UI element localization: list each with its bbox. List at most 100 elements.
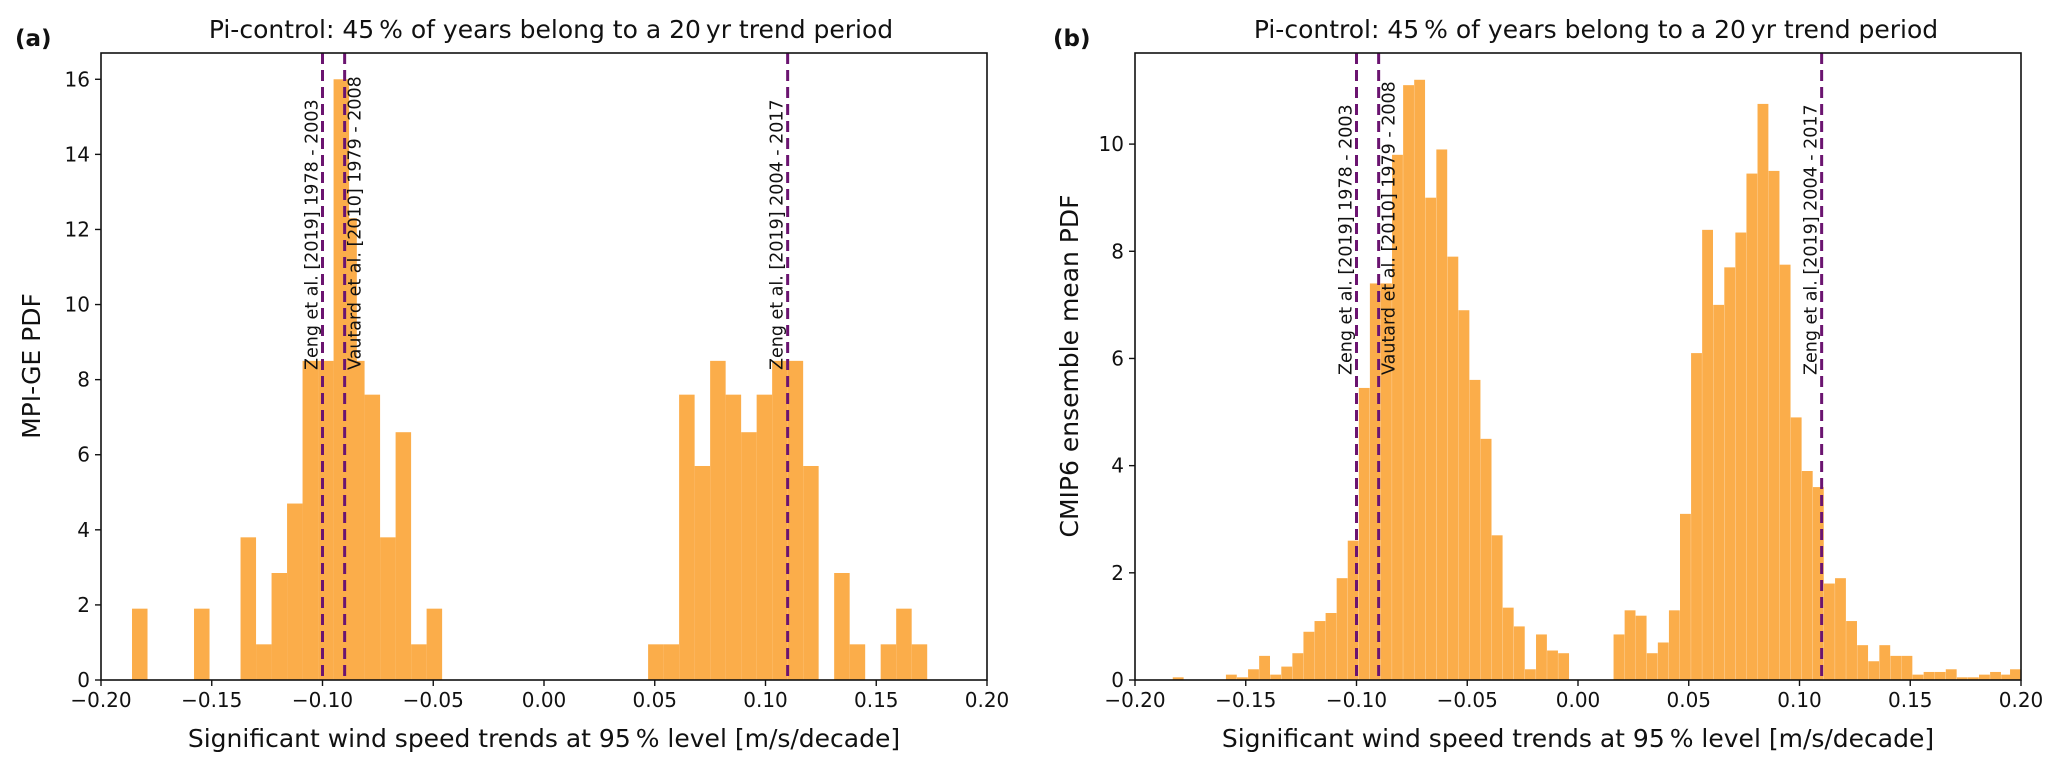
histogram-bar — [1823, 583, 1835, 680]
histogram-bar — [772, 360, 788, 680]
histogram-bar — [1691, 353, 1702, 680]
histogram-bar — [1547, 650, 1558, 680]
chart-title-a: Pi-control: 45 % of years belong to a 20… — [209, 15, 893, 44]
histogram-bar — [1336, 578, 1348, 680]
reference-line-label: Zeng et al. [2019] 1978 - 2003 — [303, 99, 323, 370]
y-tick-label: 6 — [1111, 346, 1124, 370]
histogram-bar — [1624, 610, 1636, 680]
y-tick-label: 16 — [65, 67, 90, 91]
histogram-bar — [132, 608, 148, 680]
histogram-bar — [1558, 653, 1570, 680]
histogram-bar — [756, 394, 773, 680]
histogram-bar — [1801, 471, 1813, 680]
reference-line-label: Vautard et al. [2010] 1979 - 2008 — [1380, 81, 1400, 375]
histogram-bar — [1990, 671, 2001, 680]
histogram-bar — [380, 537, 396, 680]
histogram-bar — [1879, 645, 1891, 680]
histogram-bar — [1414, 79, 1426, 681]
histogram-bar — [1613, 634, 1625, 680]
histogram-bar — [1890, 655, 1902, 680]
histogram-bar — [787, 360, 804, 680]
histogram-bar — [1857, 645, 1869, 680]
histogram-bar — [741, 432, 757, 680]
histogram-bar — [1447, 256, 1459, 680]
histogram-bar — [1945, 669, 1957, 680]
histogram-bar — [1281, 666, 1293, 680]
histogram-bar — [2001, 674, 2013, 680]
histogram-bar — [1868, 661, 1880, 680]
y-ticks-a: 0 2 4 6 8 10 12 14 16 — [65, 67, 101, 692]
reference-lines-a: Zeng et al. [2019] 1978 - 2003 Vautard et… — [303, 53, 790, 680]
y-tick-label: 8 — [1111, 239, 1124, 263]
histogram-bar — [1325, 613, 1337, 680]
histogram-bar — [364, 394, 381, 680]
x-axis-label-b: Significant wind speed trends at 95 % le… — [1222, 724, 1934, 753]
histogram-bar — [1469, 379, 1481, 680]
histogram-bar — [1513, 626, 1525, 680]
y-tick-label: 2 — [1111, 561, 1124, 585]
x-tick-label: 0.05 — [632, 688, 677, 712]
histogram-bar — [1358, 387, 1370, 680]
histogram-bar — [1790, 417, 1802, 680]
histogram-bar — [1458, 310, 1470, 680]
reference-line-label: Zeng et al. [2019] 2004 - 2017 — [768, 99, 788, 370]
histogram-bar — [648, 644, 664, 680]
histogram-bar — [710, 360, 726, 680]
histogram-bar — [1680, 513, 1691, 680]
histogram-bars-a — [132, 79, 928, 680]
y-tick-label: 4 — [77, 518, 90, 542]
histogram-bar — [1702, 229, 1713, 680]
y-tick-label: 12 — [65, 217, 90, 241]
x-tick-label: 0.10 — [743, 688, 788, 712]
histogram-bar — [849, 644, 866, 680]
x-tick-label: 0.05 — [1666, 688, 1711, 712]
histogram-bar — [1425, 197, 1437, 680]
x-tick-label: −0.20 — [70, 688, 131, 712]
histogram-bar — [1657, 642, 1669, 680]
histogram-bar — [663, 644, 680, 680]
histogram-bar — [1524, 669, 1536, 680]
histogram-bar — [1846, 621, 1857, 680]
reference-line-label: Vautard et al. [2010] 1979 - 2008 — [346, 76, 366, 370]
histogram-bar — [880, 644, 897, 680]
histogram-bar — [1491, 535, 1503, 680]
x-tick-label: 0.15 — [854, 688, 899, 712]
x-tick-label: 0.15 — [1888, 688, 1933, 712]
histogram-bar — [1536, 634, 1547, 680]
histogram-bar — [1237, 677, 1248, 680]
x-tick-label: −0.05 — [403, 688, 464, 712]
histogram-bar — [1369, 283, 1381, 680]
y-tick-label: 10 — [65, 293, 90, 317]
histogram-bar — [240, 537, 257, 680]
reference-line-label: Zeng et al. [2019] 1978 - 2003 — [1337, 104, 1357, 375]
histogram-bar — [803, 465, 819, 680]
histogram-bar — [1967, 677, 1979, 680]
histogram-bar — [1292, 653, 1304, 680]
histogram-bar — [1713, 304, 1725, 680]
reference-line-label: Zeng et al. [2019] 2004 - 2017 — [1802, 104, 1822, 375]
histogram-bar — [1812, 487, 1824, 680]
x-tick-label: 0.00 — [1556, 688, 1601, 712]
y-tick-label: 4 — [1111, 454, 1124, 478]
plot-frame-b — [1134, 52, 2022, 681]
histogram-bar — [1225, 674, 1237, 680]
x-tick-label: 0.10 — [1777, 688, 1822, 712]
y-tick-label: 8 — [77, 368, 90, 392]
chart-title-b: Pi-control: 45 % of years belong to a 20… — [1254, 15, 1938, 44]
x-tick-label: −0.10 — [292, 688, 353, 712]
histogram-bar — [287, 503, 303, 680]
y-tick-label: 0 — [1111, 668, 1124, 692]
x-tick-label: 0.00 — [522, 688, 567, 712]
histogram-bar — [1270, 674, 1282, 680]
histogram-bar — [2010, 669, 2021, 680]
histogram-bar — [256, 644, 272, 680]
x-tick-label: 0.20 — [1999, 688, 2044, 712]
histogram-bar — [1757, 103, 1769, 680]
histogram-bar — [1347, 540, 1359, 680]
x-tick-label: −0.15 — [1215, 688, 1276, 712]
histogram-bar — [1502, 607, 1514, 680]
x-tick-label: 0.20 — [965, 688, 1010, 712]
histogram-bar — [194, 608, 210, 680]
histogram-bar — [426, 608, 443, 680]
